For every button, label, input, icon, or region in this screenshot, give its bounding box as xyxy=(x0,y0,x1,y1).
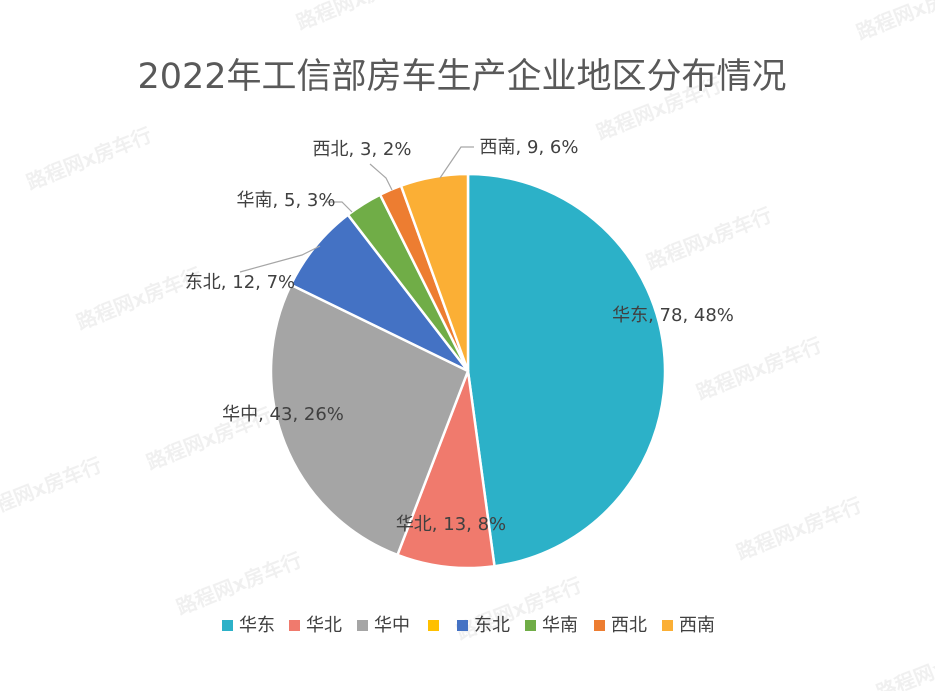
legend-item xyxy=(428,620,439,631)
legend-swatch xyxy=(662,620,673,631)
legend-item: 华中 xyxy=(357,615,410,636)
watermark-text: 路程网x房车行 xyxy=(733,493,865,565)
pie-slice-7 xyxy=(399,172,470,372)
legend-item: 西北 xyxy=(594,615,647,636)
legend-label: 华北 xyxy=(306,615,342,636)
leader-line xyxy=(326,201,353,213)
watermark-text: 路程网x房车行 xyxy=(693,333,825,405)
legend-item: 东北 xyxy=(457,615,510,636)
leader-line xyxy=(239,245,321,273)
watermark-text: 路程网x房车行 xyxy=(293,0,425,35)
legend: 华东 华北 华中 东北 华南 西北 西南 xyxy=(222,615,715,636)
legend-label: 西南 xyxy=(679,615,715,636)
data-label: 西南, 9, 6% xyxy=(480,137,579,158)
legend-swatch xyxy=(357,620,368,631)
pie-slice-3 xyxy=(269,283,470,557)
watermark-text: 路程网x房车行 xyxy=(173,548,305,620)
data-label: 华北, 13, 8% xyxy=(396,514,506,535)
watermark-text: 路程网x房车行 xyxy=(0,453,105,525)
leader-lines xyxy=(239,146,474,273)
data-label: 华中, 43, 26% xyxy=(222,404,344,425)
legend-swatch xyxy=(525,620,536,631)
pie-slices xyxy=(269,172,667,570)
watermark-text: 路程网x房车行 xyxy=(853,0,935,45)
legend-swatch xyxy=(594,620,605,631)
watermark-text: 路程网x房车行 xyxy=(23,123,155,195)
pie-slice-1 xyxy=(466,172,667,568)
leader-line xyxy=(369,163,393,191)
legend-swatch xyxy=(457,620,468,631)
data-label: 东北, 12, 7% xyxy=(185,272,295,293)
legend-label: 华中 xyxy=(374,615,410,636)
legend-label: 华南 xyxy=(542,615,578,636)
chart-title: 2022年工信部房车生产企业地区分布情况 xyxy=(137,57,786,97)
data-labels: 华东, 78, 48% 华北, 13, 8% 华中, 43, 26% 东北, 12, … xyxy=(185,137,734,535)
legend-item: 西南 xyxy=(662,615,715,636)
legend-swatch xyxy=(222,620,233,631)
legend-label: 西北 xyxy=(611,615,647,636)
legend-label: 华东 xyxy=(239,615,275,636)
data-label: 西北, 3, 2% xyxy=(313,139,412,160)
pie-slice-2 xyxy=(395,370,496,570)
legend-item: 华东 xyxy=(222,615,275,636)
legend-swatch xyxy=(289,620,300,631)
watermark-text: 路程网x房车行 xyxy=(643,203,775,275)
data-label: 华东, 78, 48% xyxy=(612,305,734,326)
leader-line xyxy=(439,146,474,179)
legend-swatch xyxy=(428,620,439,631)
legend-label: 东北 xyxy=(474,615,510,636)
legend-item: 华南 xyxy=(525,615,578,636)
legend-item: 华北 xyxy=(289,615,342,636)
watermark-text: 路程网x房车行 xyxy=(873,633,935,691)
data-label: 华南, 5, 3% xyxy=(237,190,336,211)
